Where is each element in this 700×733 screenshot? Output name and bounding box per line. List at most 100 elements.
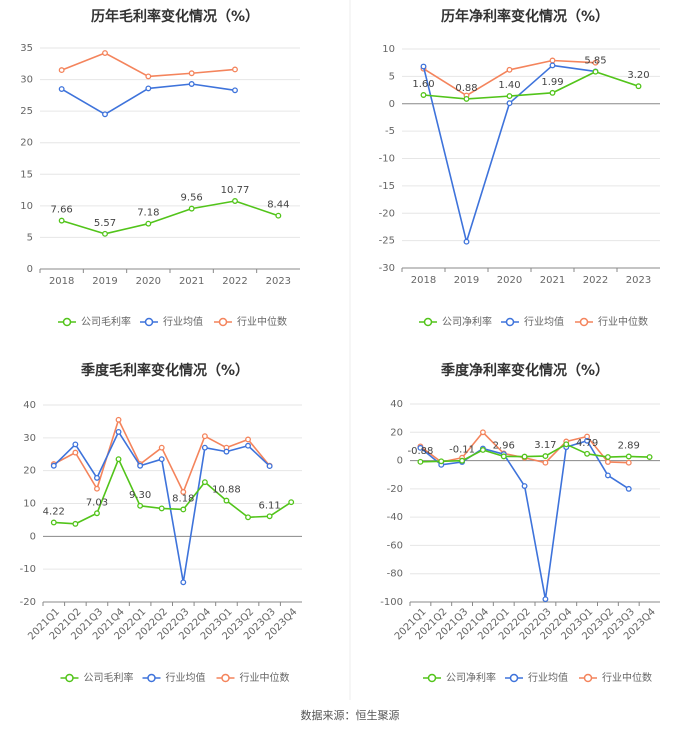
data-point-company [50,519,57,526]
legend-item-industry_median: 行业中位数 [575,315,648,328]
legend-label: 行业中位数 [240,671,290,684]
data-point-industry_median [115,416,122,423]
chart-title: 季度净利率变化情况（%） [440,362,609,379]
data-point-industry_avg [584,437,591,444]
data-point-company [145,220,152,227]
y-tick-label: -100 [380,597,403,608]
x-tick-label: 2019 [454,275,479,286]
data-point-industry_avg [102,111,108,118]
data-label: 9.56 [181,193,203,204]
data-label: 7.18 [137,208,159,219]
legend-item-industry_avg: 行业均值 [140,315,203,328]
legend-item-industry_median: 行业中位数 [579,671,652,684]
data-point-company [417,458,424,465]
data-point-industry_median [201,433,208,440]
data-point-industry_avg [232,87,238,94]
data-point-industry_median [479,429,486,436]
legend-swatch-marker [147,673,156,683]
legend-label: 行业中位数 [602,671,652,684]
data-point-industry_median [245,436,251,443]
y-tick-label: 15 [20,169,33,180]
data-point-company [115,456,122,463]
data-point-industry_median [506,66,513,73]
legend-label: 行业均值 [166,671,206,684]
data-point-company [94,510,100,517]
data-point-industry_avg [463,238,470,245]
data-point-company [604,454,611,460]
data-point-industry_avg [266,463,273,470]
x-tick-label: 2022 [583,275,608,286]
legend-swatch-marker [427,673,437,683]
data-point-company [459,457,466,464]
data-label: 3.17 [534,440,556,451]
y-tick-label: 35 [20,43,33,54]
data-point-industry_median [549,57,556,64]
chart-panel-4: 季度净利率变化情况（%）-100-80-60-40-20020402021Q12… [380,362,660,684]
data-label: 9.30 [129,490,151,501]
data-label: 5.85 [584,56,606,67]
data-point-company [288,499,295,506]
data-point-industry_avg [115,428,122,435]
y-tick-label: -10 [379,154,395,165]
legend-swatch-marker [221,673,230,683]
data-label: 1.60 [412,79,434,90]
legend-item-company: 公司毛利率 [58,315,131,328]
x-tick-label: 2018 [411,275,436,286]
data-point-company [646,454,653,460]
data-point-company [549,89,556,96]
data-label: 2.89 [618,440,640,451]
y-tick-label: 10 [382,44,395,55]
y-tick-label: 10 [20,201,33,212]
data-point-industry_median [188,70,195,77]
y-tick-label: 0 [397,456,403,467]
series-line-company [420,443,650,463]
data-point-company [592,68,599,75]
series-line-industry_median [53,418,271,493]
x-tick-label: 2023 [266,276,291,287]
legend-item-industry_avg: 行业均值 [142,671,206,684]
chart-panel-2: 历年净利率变化情况（%） -30 -25 -20 -15 -10 -5 0 5 10 2018 201… [379,8,660,328]
data-point-industry_avg [145,85,152,92]
data-point-company [506,93,513,100]
data-point-industry_median [94,485,100,492]
series-line-company [61,200,279,235]
data-point-industry_avg [420,63,427,70]
data-point-industry_median [102,50,108,57]
data-point-industry_avg [417,444,424,451]
data-point-company [72,520,79,527]
data-point-company [420,92,427,98]
data-point-industry_median [592,59,599,66]
legend-swatch-marker [65,673,74,683]
x-tick-label: 2020 [497,275,522,286]
legend-swatch-marker [583,673,593,683]
y-tick-label: 40 [23,400,36,411]
data-point-company [102,230,108,237]
y-tick-label: -20 [379,208,395,219]
y-tick-label: 5 [389,71,395,82]
x-tick-label: 2022 [222,276,247,287]
y-tick-label: 40 [390,399,403,410]
y-tick-label: 25 [20,106,33,117]
y-tick-label: -20 [387,484,403,495]
x-tick-label: 2019 [92,276,117,287]
y-tick-label: -80 [387,569,403,580]
legend-item-company: 公司毛利率 [60,671,134,684]
data-point-industry_median [625,459,632,466]
x-tick-label: 2021 [540,275,565,286]
data-point-industry_avg [94,474,100,481]
series-line-industry_median [61,52,236,78]
y-tick-label: 0 [389,99,395,110]
data-point-industry_median [542,459,549,466]
y-tick-label: 30 [20,75,33,86]
legend-label: 行业均值 [528,671,568,684]
data-label: 10.88 [212,485,241,496]
data-point-industry_avg [72,441,79,448]
legend-label: 公司毛利率 [84,671,134,684]
data-label: 4.22 [43,506,65,517]
data-point-industry_avg [506,100,513,107]
legend-label: 行业均值 [163,315,203,328]
data-point-industry_avg [201,444,208,451]
data-point-company [584,450,591,457]
data-point-industry_avg [625,485,632,492]
data-point-industry_avg [223,448,230,455]
